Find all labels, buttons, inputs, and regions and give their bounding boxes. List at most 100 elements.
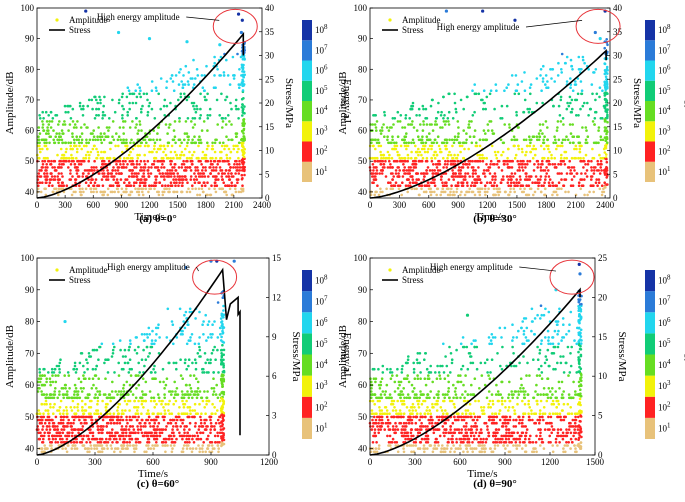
amplitude-point <box>381 166 385 169</box>
amplitude-point <box>140 107 143 111</box>
amplitude-point <box>210 184 213 187</box>
amplitude-point <box>199 138 202 142</box>
amplitude-point <box>396 159 399 163</box>
amplitude-point <box>40 383 44 387</box>
amplitude-point <box>418 193 421 197</box>
amplitude-point <box>599 138 603 142</box>
amplitude-point <box>212 169 216 172</box>
amplitude-point <box>373 114 377 117</box>
amplitude-point <box>37 172 41 175</box>
amplitude-point <box>206 323 210 327</box>
amplitude-point <box>125 441 129 444</box>
amplitude-point <box>214 393 218 396</box>
panel-caption: (c) θ=60° <box>137 478 179 490</box>
amplitude-point <box>372 156 376 160</box>
amplitude-point <box>60 129 64 132</box>
amplitude-point <box>127 153 131 157</box>
amplitude-point <box>433 150 437 154</box>
amplitude-point <box>98 135 102 138</box>
amplitude-point <box>195 377 198 381</box>
amplitude-point <box>389 163 392 166</box>
amplitude-point <box>88 138 92 142</box>
amplitude-point <box>598 37 602 41</box>
amplitude-point <box>67 159 71 163</box>
amplitude-point <box>528 374 531 377</box>
amplitude-point <box>162 406 165 409</box>
amplitude-point <box>216 301 220 304</box>
amplitude-point <box>93 169 96 172</box>
amplitude-point <box>466 166 470 169</box>
amplitude-point <box>140 141 143 145</box>
amplitude-point <box>156 393 160 396</box>
amplitude-point <box>199 355 202 358</box>
amplitude-point <box>188 383 191 387</box>
amplitude-point <box>58 390 61 393</box>
amplitude-point <box>141 193 145 197</box>
amplitude-point <box>457 181 460 184</box>
amplitude-point <box>122 138 125 142</box>
amplitude-point <box>393 117 397 120</box>
amplitude-point <box>70 434 74 438</box>
amplitude-point <box>426 150 430 154</box>
amplitude-point <box>493 150 497 154</box>
amplitude-point <box>58 431 61 435</box>
amplitude-point <box>190 156 193 160</box>
amplitude-point <box>125 434 128 438</box>
amplitude-point <box>405 147 408 151</box>
amplitude-point <box>446 156 449 160</box>
amplitude-point <box>69 163 73 166</box>
amplitude-point <box>216 123 219 126</box>
amplitude-point <box>394 147 398 151</box>
amplitude-point <box>116 181 120 184</box>
amplitude-point <box>97 450 100 454</box>
amplitude-point <box>547 310 551 314</box>
amplitude-point <box>144 393 148 396</box>
amplitude-point <box>69 117 73 120</box>
amplitude-point <box>111 342 115 346</box>
amplitude-point <box>515 89 519 92</box>
amplitude-point <box>459 380 463 384</box>
amplitude-point <box>127 399 130 403</box>
amplitude-point <box>181 421 184 425</box>
amplitude-point <box>82 377 86 381</box>
amplitude-point <box>544 187 547 191</box>
amplitude-point <box>203 175 207 178</box>
amplitude-point <box>572 175 576 178</box>
amplitude-point <box>379 132 383 135</box>
amplitude-point <box>97 172 101 175</box>
amplitude-point <box>406 190 410 194</box>
x-tick-label: 600 <box>422 200 436 210</box>
amplitude-point <box>547 159 551 163</box>
amplitude-point <box>420 153 423 157</box>
amplitude-point <box>73 428 76 431</box>
amplitude-point <box>405 141 408 145</box>
amplitude-point <box>517 92 521 96</box>
amplitude-point <box>397 187 401 191</box>
amplitude-point <box>476 187 480 191</box>
amplitude-point <box>137 431 140 435</box>
amplitude-point <box>155 175 159 178</box>
x-tick-label: 1800 <box>537 200 556 210</box>
amplitude-point <box>66 371 70 374</box>
amplitude-point <box>450 184 453 187</box>
amplitude-point <box>479 181 483 184</box>
amplitude-point <box>69 144 72 148</box>
amplitude-point <box>45 141 48 145</box>
amplitude-point <box>237 156 240 160</box>
amplitude-point <box>109 141 113 145</box>
amplitude-point <box>140 110 143 114</box>
amplitude-point <box>122 434 125 438</box>
amplitude-point <box>58 120 61 123</box>
y2-tick-label: 3 <box>272 411 277 421</box>
amplitude-point <box>447 110 451 114</box>
amplitude-point <box>508 126 511 129</box>
amplitude-point <box>163 147 167 151</box>
amplitude-point <box>175 336 179 339</box>
amplitude-point <box>130 172 134 175</box>
amplitude-point <box>132 175 136 178</box>
amplitude-point <box>134 101 138 105</box>
amplitude-point <box>168 169 172 172</box>
amplitude-point <box>209 193 213 197</box>
amplitude-point <box>197 444 200 447</box>
amplitude-point <box>539 178 542 181</box>
